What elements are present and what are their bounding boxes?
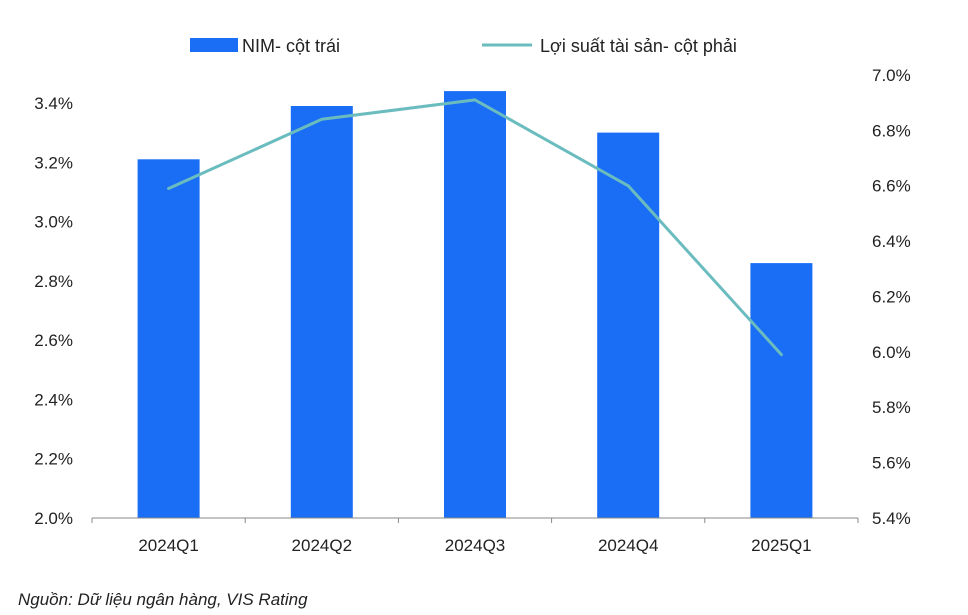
x-tick-label: 2024Q3 [445, 536, 506, 555]
bar-series [137, 91, 813, 519]
bar-2025Q1 [750, 263, 813, 518]
left-tick-label: 2.2% [34, 450, 73, 469]
right-tick-label: 6.0% [872, 343, 911, 362]
legend-line-label: Lợi suất tài sản- cột phải [540, 36, 737, 56]
right-tick-label: 6.2% [872, 288, 911, 307]
left-tick-label: 2.0% [34, 509, 73, 528]
bar-2024Q1 [137, 159, 200, 519]
bar-2024Q4 [597, 132, 660, 518]
right-tick-label: 5.6% [872, 454, 911, 473]
x-axis: 2024Q1 2024Q2 2024Q3 2024Q4 2025Q1 [91, 518, 859, 555]
line-series [167, 98, 783, 357]
right-axis: 5.4% 5.6% 5.8% 6.0% 6.2% 6.4% 6.6% 6.8% 7.0% [872, 66, 911, 528]
bar-2024Q2 [290, 106, 353, 518]
source-note: Nguồn: Dữ liệu ngân hàng, VIS Rating [18, 590, 308, 609]
legend: NIM- cột trái Lợi suất tài sản- cột phải [190, 36, 737, 56]
right-tick-label: 6.6% [872, 177, 911, 196]
x-tick-label: 2024Q2 [292, 536, 353, 555]
right-tick-label: 5.8% [872, 398, 911, 417]
left-tick-label: 3.2% [34, 153, 73, 172]
right-tick-label: 5.4% [872, 509, 911, 528]
left-tick-label: 3.4% [34, 94, 73, 113]
right-tick-label: 7.0% [872, 66, 911, 85]
bar-2024Q3 [444, 91, 506, 518]
left-tick-label: 2.4% [34, 390, 73, 409]
right-tick-label: 6.4% [872, 232, 911, 251]
left-tick-label: 2.8% [34, 272, 73, 291]
right-tick-label: 6.8% [872, 121, 911, 140]
left-axis: 2.0% 2.2% 2.4% 2.6% 2.8% 3.0% 3.2% 3.4% [34, 94, 73, 528]
left-tick-label: 3.0% [34, 213, 73, 232]
legend-bar-label: NIM- cột trái [242, 36, 340, 56]
x-tick-label: 2024Q1 [138, 536, 199, 555]
legend-bar-swatch [190, 38, 238, 52]
x-tick-label: 2025Q1 [751, 536, 812, 555]
x-tick-label: 2024Q4 [598, 536, 659, 555]
left-tick-label: 2.6% [34, 331, 73, 350]
